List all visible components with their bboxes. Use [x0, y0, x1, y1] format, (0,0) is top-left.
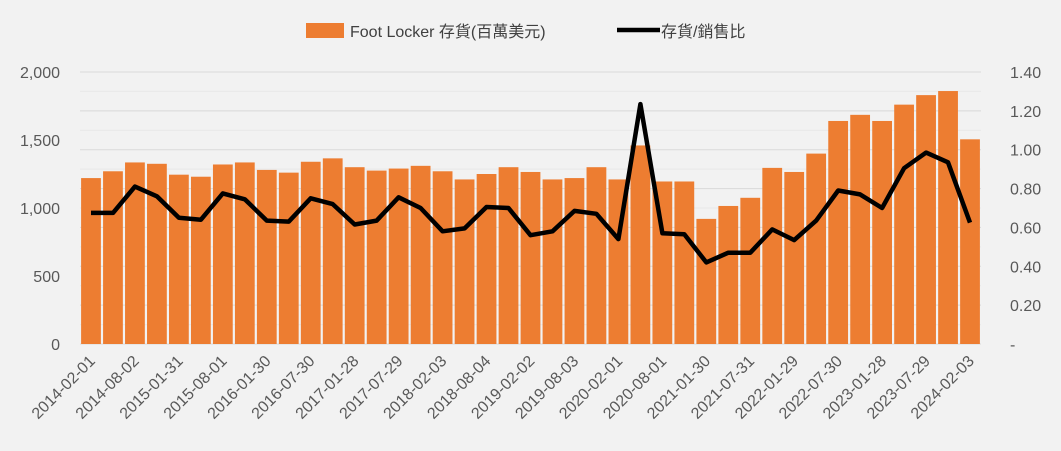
bar [190, 176, 211, 344]
bar [916, 95, 936, 345]
bar [740, 197, 761, 344]
inventory-sales-ratio-line [91, 101, 973, 265]
y-left-tick-label: 500 [33, 269, 60, 286]
y-left-tick-label: 2,000 [20, 65, 60, 82]
bar [388, 168, 409, 344]
bar [498, 167, 519, 344]
bar [322, 158, 343, 344]
y-right-tick-label: 0.60 [1010, 220, 1041, 237]
bar [234, 162, 255, 344]
bar [586, 167, 607, 344]
y-right-tick-label: 1.00 [1010, 143, 1041, 160]
y-right-tick-label: 1.40 [1010, 65, 1041, 82]
bar [81, 178, 101, 344]
bar [674, 181, 695, 344]
legend-swatch-bar [306, 23, 344, 38]
bar [696, 218, 717, 344]
y-right-tick-label: 0.40 [1010, 259, 1041, 276]
y-right-tick-label: 0.20 [1010, 298, 1041, 315]
x-axis: 2014-02-012014-08-022015-01-312015-08-01… [29, 353, 978, 423]
bar [960, 139, 980, 344]
bar [256, 169, 277, 344]
bar [784, 171, 805, 344]
bar [410, 165, 431, 344]
bar [938, 91, 958, 344]
bar [278, 172, 299, 344]
bar [806, 153, 827, 344]
bar [344, 167, 365, 344]
bar [630, 145, 651, 344]
bar [564, 178, 585, 344]
line-series [91, 101, 973, 265]
bar [366, 170, 387, 344]
bar [894, 104, 914, 344]
bar [454, 179, 475, 344]
bar [169, 174, 189, 344]
bar [652, 181, 673, 344]
bar [147, 163, 167, 344]
bar [432, 171, 453, 344]
bar [718, 205, 739, 344]
legend-label-line: 存貨/銷售比 [661, 23, 745, 41]
bar [125, 162, 145, 344]
bar-series [81, 91, 980, 345]
bar [542, 179, 563, 344]
bar [212, 164, 233, 344]
bar [476, 174, 497, 344]
bar [103, 171, 123, 344]
legend: Foot Locker 存貨(百萬美元) 存貨/銷售比 [306, 23, 745, 41]
y-left-tick-label: 1,000 [20, 201, 60, 218]
right-y-axis: - 0.20 0.40 0.60 0.80 1.00 1.20 1.40 [1010, 65, 1041, 354]
bar [872, 120, 892, 345]
bar [850, 114, 871, 344]
y-right-tick-label: - [1010, 337, 1015, 354]
left-y-axis: 0 500 1,000 1,500 2,000 [20, 65, 60, 354]
y-left-tick-label: 0 [51, 337, 60, 354]
y-left-tick-label: 1,500 [20, 133, 60, 150]
bar [520, 171, 541, 344]
bar [300, 161, 321, 344]
y-right-tick-label: 1.20 [1010, 104, 1041, 121]
bar [762, 167, 783, 344]
bar [828, 120, 849, 345]
y-right-tick-label: 0.80 [1010, 182, 1041, 199]
legend-label-bar: Foot Locker 存貨(百萬美元) [350, 23, 546, 41]
